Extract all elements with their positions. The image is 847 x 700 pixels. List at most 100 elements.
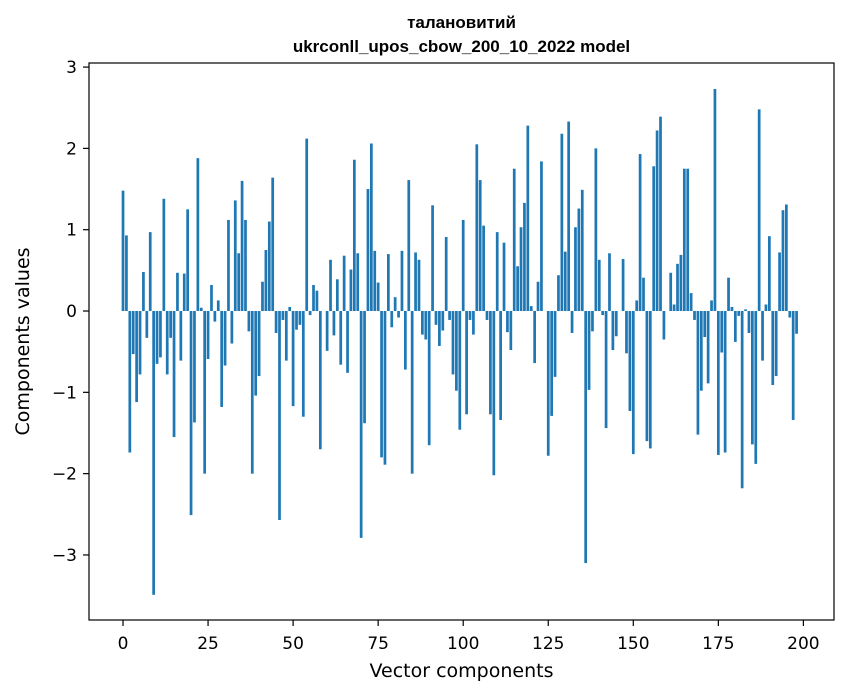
bar-181 bbox=[737, 311, 740, 316]
bar-198 bbox=[795, 311, 798, 334]
bar-131 bbox=[567, 122, 570, 311]
bar-1 bbox=[125, 235, 128, 311]
bars-group bbox=[122, 89, 798, 595]
bar-175 bbox=[717, 311, 720, 455]
chart-title-line-2: ukrconll_upos_cbow_200_10_2022 model bbox=[293, 37, 630, 56]
bar-53 bbox=[302, 311, 305, 417]
bar-24 bbox=[203, 311, 206, 474]
bar-171 bbox=[703, 311, 706, 337]
bar-128 bbox=[557, 275, 560, 311]
bar-192 bbox=[775, 311, 778, 376]
bar-100 bbox=[462, 220, 465, 311]
y-tick-label-0: 0 bbox=[66, 302, 77, 322]
bar-47 bbox=[282, 311, 285, 320]
bar-96 bbox=[448, 311, 451, 320]
bar-163 bbox=[676, 264, 679, 311]
bar-10 bbox=[156, 311, 159, 364]
bar-36 bbox=[244, 220, 247, 311]
bar-132 bbox=[571, 311, 574, 333]
chart-title-line-1: талановитий bbox=[407, 13, 516, 32]
bar-189 bbox=[765, 305, 768, 312]
bar-86 bbox=[414, 252, 417, 311]
bar-123 bbox=[540, 161, 543, 311]
bar-156 bbox=[652, 166, 655, 311]
bar-141 bbox=[601, 311, 604, 315]
bar-67 bbox=[350, 270, 353, 311]
bar-187 bbox=[758, 109, 761, 311]
bar-176 bbox=[720, 311, 723, 352]
bar-147 bbox=[622, 259, 625, 311]
bar-14 bbox=[169, 311, 172, 338]
bar-137 bbox=[588, 311, 591, 390]
bar-20 bbox=[190, 311, 193, 515]
bar-110 bbox=[496, 232, 499, 311]
bar-11 bbox=[159, 311, 162, 357]
bar-196 bbox=[788, 311, 791, 318]
bar-125 bbox=[547, 311, 550, 456]
bar-133 bbox=[574, 227, 577, 311]
bar-174 bbox=[714, 89, 717, 311]
bar-143 bbox=[608, 253, 611, 311]
bar-18 bbox=[183, 274, 186, 311]
bar-76 bbox=[380, 311, 383, 457]
bar-186 bbox=[754, 311, 757, 464]
bar-101 bbox=[465, 311, 468, 414]
bar-45 bbox=[275, 311, 278, 333]
bar-21 bbox=[193, 311, 196, 422]
y-tick-label-1: 1 bbox=[66, 221, 77, 241]
bar-177 bbox=[724, 311, 727, 452]
bar-122 bbox=[537, 282, 540, 311]
bar-93 bbox=[438, 311, 441, 346]
bar-172 bbox=[707, 311, 710, 383]
bar-179 bbox=[731, 307, 734, 311]
bar-56 bbox=[312, 285, 315, 311]
x-tick-label-100: 100 bbox=[447, 634, 479, 654]
bar-184 bbox=[748, 311, 751, 333]
bar-90 bbox=[428, 311, 431, 445]
bar-79 bbox=[390, 311, 393, 327]
bar-134 bbox=[578, 209, 581, 311]
bar-136 bbox=[584, 311, 587, 563]
bar-130 bbox=[564, 252, 567, 311]
bar-113 bbox=[506, 311, 509, 332]
bar-115 bbox=[513, 169, 516, 311]
bar-109 bbox=[492, 311, 495, 475]
bar-169 bbox=[697, 311, 700, 435]
x-tick-label-50: 50 bbox=[282, 634, 304, 654]
bar-68 bbox=[353, 160, 356, 311]
bar-25 bbox=[207, 311, 210, 359]
bar-33 bbox=[234, 200, 237, 311]
bar-49 bbox=[288, 307, 291, 311]
bar-194 bbox=[782, 210, 785, 311]
bar-40 bbox=[258, 311, 261, 376]
bar-88 bbox=[421, 311, 424, 335]
bar-165 bbox=[683, 169, 686, 311]
y-tick-label--2: −2 bbox=[52, 465, 77, 485]
bar-193 bbox=[778, 252, 781, 311]
y-tick-label-3: 3 bbox=[66, 58, 77, 78]
bar-5 bbox=[139, 311, 142, 374]
bar-197 bbox=[792, 311, 795, 420]
y-tick-label--1: −1 bbox=[52, 383, 77, 403]
bar-120 bbox=[530, 306, 533, 311]
bar-164 bbox=[680, 255, 683, 311]
bar-15 bbox=[173, 311, 176, 437]
bar-119 bbox=[526, 126, 529, 311]
bar-41 bbox=[261, 282, 264, 311]
bar-155 bbox=[649, 311, 652, 448]
bar-104 bbox=[475, 144, 478, 311]
bar-142 bbox=[605, 311, 608, 428]
bar-43 bbox=[268, 222, 271, 311]
bar-80 bbox=[394, 297, 397, 311]
bar-42 bbox=[265, 250, 268, 311]
bar-74 bbox=[373, 251, 376, 311]
bar-158 bbox=[659, 117, 662, 311]
bar-35 bbox=[241, 181, 244, 311]
x-tick-label-0: 0 bbox=[118, 634, 129, 654]
bar-22 bbox=[197, 158, 200, 311]
bar-89 bbox=[424, 311, 427, 339]
bar-149 bbox=[629, 311, 632, 411]
bar-180 bbox=[734, 311, 737, 342]
